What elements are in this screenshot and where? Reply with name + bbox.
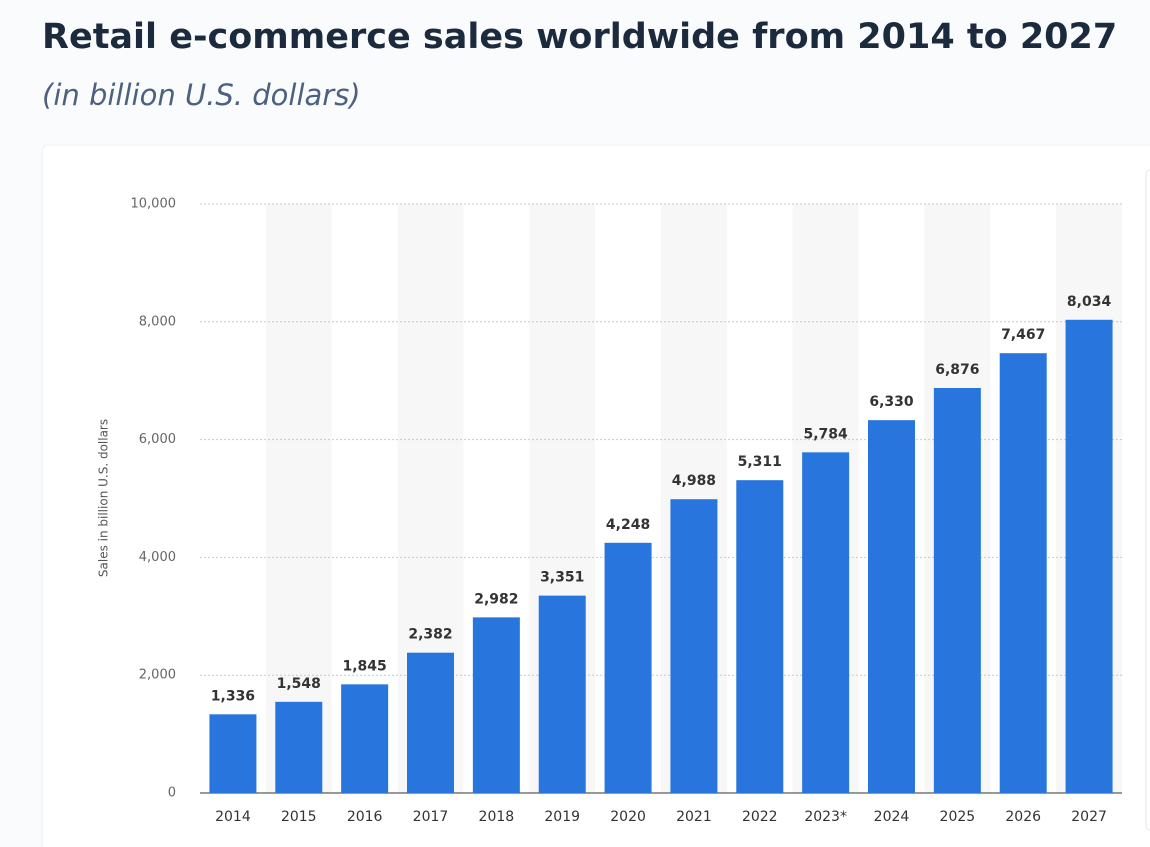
- y-tick-label: 2,000: [139, 668, 176, 683]
- value-label: 2,982: [474, 591, 518, 607]
- x-tick-label: 2020: [610, 809, 646, 825]
- y-tick-label: 10,000: [131, 197, 177, 212]
- column-shade: [265, 204, 332, 793]
- chart-title: Retail e-commerce sales worldwide from 2…: [42, 17, 1117, 57]
- value-label: 4,988: [672, 473, 716, 489]
- value-label: 4,248: [606, 517, 650, 533]
- value-label: 1,548: [277, 676, 321, 692]
- bar: [341, 684, 389, 793]
- bar: [472, 617, 520, 793]
- value-label: 1,336: [211, 688, 255, 704]
- value-label: 2,382: [408, 627, 452, 643]
- y-tick-label: 0: [168, 786, 176, 801]
- x-tick-label: 2025: [940, 809, 976, 825]
- x-tick-label: 2023*: [804, 809, 847, 825]
- y-axis-title: Sales in billion U.S. dollars: [97, 419, 111, 577]
- value-label: 5,784: [803, 426, 848, 442]
- bar: [999, 353, 1047, 793]
- bar: [670, 499, 718, 793]
- y-tick-label: 8,000: [139, 314, 176, 329]
- value-label: 5,311: [738, 454, 782, 470]
- x-tick-label: 2015: [281, 809, 317, 825]
- bar: [802, 452, 850, 793]
- bar: [933, 388, 981, 793]
- value-label: 6,876: [935, 362, 979, 378]
- bar: [604, 542, 652, 793]
- x-tick-label: 2017: [413, 809, 449, 825]
- bar: [407, 652, 454, 793]
- value-label: 1,845: [342, 658, 386, 674]
- bar: [736, 480, 784, 793]
- x-tick-label: 2021: [676, 809, 712, 825]
- value-label: 6,330: [869, 394, 914, 410]
- y-tick-label: 6,000: [139, 432, 176, 447]
- value-label: 7,467: [1001, 327, 1045, 343]
- x-tick-label: 2014: [215, 809, 251, 825]
- x-tick-label: 2024: [874, 809, 910, 825]
- bar: [1065, 319, 1113, 793]
- bar: [209, 714, 257, 793]
- x-tick-label: 2016: [347, 809, 383, 825]
- side-panel: [1145, 169, 1150, 831]
- bar: [868, 420, 915, 793]
- y-tick-label: 4,000: [139, 550, 176, 565]
- value-label: 3,351: [540, 570, 584, 586]
- x-tick-label: 2019: [544, 809, 580, 825]
- bar: [538, 595, 586, 793]
- value-label: 8,034: [1067, 294, 1112, 310]
- x-tick-label: 2022: [742, 809, 778, 825]
- x-tick-label: 2026: [1005, 809, 1041, 825]
- x-tick-label: 2018: [479, 809, 515, 825]
- bar: [275, 701, 323, 793]
- x-tick-label: 2027: [1071, 809, 1107, 825]
- chart-subtitle: (in billion U.S. dollars): [42, 78, 361, 112]
